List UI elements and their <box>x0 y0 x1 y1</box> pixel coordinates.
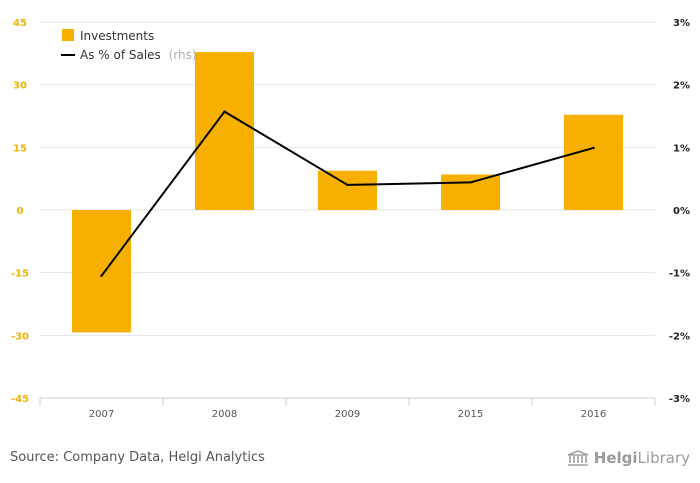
y-left-tick-label: 45 <box>13 18 27 29</box>
y-axis-right: 3% 2% 1% 0% -1% -2% -3% <box>669 18 690 405</box>
x-tick-label: 2009 <box>335 409 360 420</box>
legend-label-investments: Investments <box>80 29 154 43</box>
legend-label-sales-pct: As % of Sales (rhs) <box>80 48 197 62</box>
line-point <box>592 146 595 150</box>
y-left-tick-label: 30 <box>13 81 27 92</box>
x-tick-label: 2008 <box>212 409 237 420</box>
bar <box>441 174 500 210</box>
y-left-tick-label: -15 <box>11 269 29 280</box>
y-right-tick-label: -3% <box>669 394 690 405</box>
y-right-tick-label: 1% <box>673 143 690 154</box>
y-left-tick-label: 15 <box>13 143 27 154</box>
y-left-tick-label: -30 <box>11 331 29 342</box>
legend: Investments As % of Sales (rhs) <box>61 29 197 62</box>
x-tick-label: 2007 <box>89 409 114 420</box>
x-tick-label: 2015 <box>458 409 483 420</box>
legend-label-sales-pct-suffix: (rhs) <box>169 48 197 62</box>
investment-bars <box>72 52 623 333</box>
brand-name: HelgiLibrary <box>593 449 690 467</box>
library-building-icon <box>567 450 589 466</box>
bar <box>195 52 254 210</box>
sales-pct-line <box>100 110 595 277</box>
y-axis-left: 45 30 15 0 -15 -30 -45 <box>11 18 29 405</box>
bar <box>72 210 131 333</box>
helgi-library-logo: HelgiLibrary <box>567 449 690 467</box>
x-tick-label: 2016 <box>581 409 606 420</box>
line-point <box>223 110 226 113</box>
line-point <box>469 181 472 184</box>
y-left-tick-label: 0 <box>17 206 24 217</box>
bar <box>564 114 623 210</box>
legend-swatch-investments <box>62 29 74 41</box>
legend-label-sales-pct-name: As % of Sales <box>80 48 161 62</box>
y-right-tick-label: -1% <box>669 269 690 280</box>
y-right-tick-label: -2% <box>669 331 690 342</box>
y-right-tick-label: 2% <box>673 81 690 92</box>
line-point <box>346 183 349 187</box>
y-right-tick-label: 0% <box>673 206 690 217</box>
source-note: Source: Company Data, Helgi Analytics <box>10 450 265 465</box>
x-axis: 2007 2008 2009 2015 2016 <box>39 397 656 420</box>
y-right-tick-label: 3% <box>673 18 690 29</box>
y-left-tick-label: -45 <box>11 394 29 405</box>
bar <box>318 170 377 210</box>
line-point <box>100 274 103 277</box>
